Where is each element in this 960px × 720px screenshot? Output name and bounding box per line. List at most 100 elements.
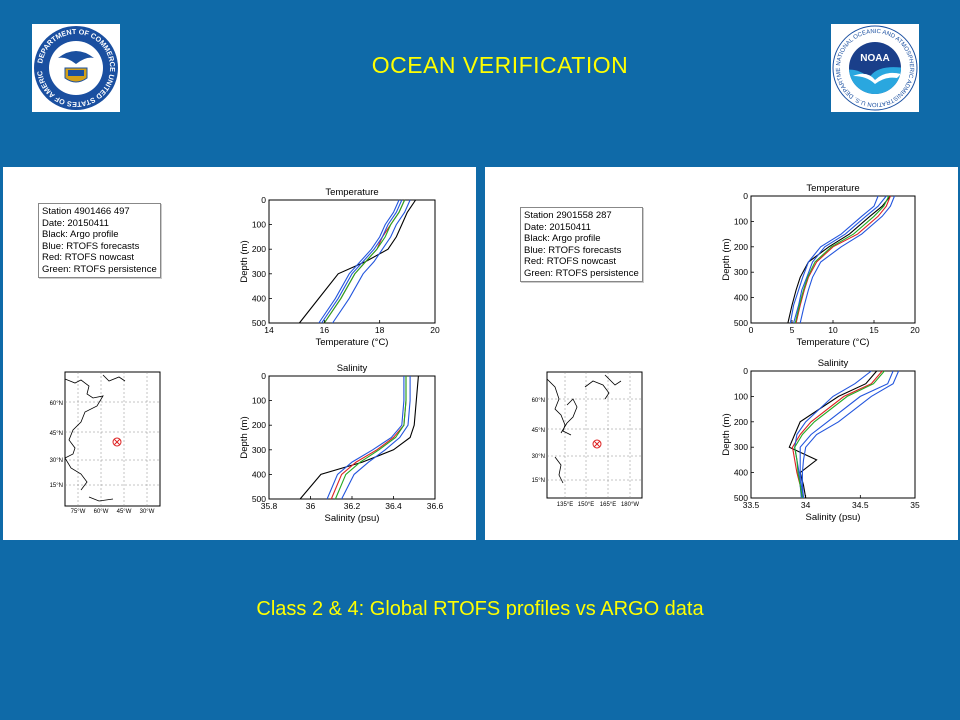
y-tick-label: 200 bbox=[252, 420, 266, 430]
y-tick-label: 400 bbox=[734, 468, 748, 478]
y-tick-label: 100 bbox=[734, 391, 748, 401]
legend-station: Station 2901558 287 bbox=[524, 210, 612, 221]
station-map: 60°N 45°N 30°N 15°N 75°W 60°W 45°W 30°W bbox=[50, 371, 161, 515]
legend-blue: Blue: RTOFS forecasts bbox=[524, 244, 622, 256]
series-line bbox=[321, 199, 403, 324]
map-lat-label: 45°N bbox=[532, 428, 545, 434]
y-tick-label: 500 bbox=[734, 318, 748, 328]
x-tick-label: 20 bbox=[910, 325, 920, 335]
map-lat-label: 30°N bbox=[50, 458, 63, 464]
series-line bbox=[298, 199, 417, 324]
y-tick-label: 400 bbox=[252, 293, 266, 303]
x-tick-label: 14 bbox=[264, 325, 274, 335]
y-tick-label: 300 bbox=[734, 267, 748, 277]
salinity-plot-left: 35.8 36 36.2 36.4 36.6 0 100 200 300 400 500 Salini… bbox=[239, 363, 444, 524]
x-axis-label: Salinity (psu) bbox=[325, 513, 380, 524]
legend-black: Black: Argo profile bbox=[42, 229, 119, 240]
series-line bbox=[793, 195, 887, 324]
salinity-plot-right: 33.5 34 34.5 35 0 100 200 300 400 500 Salinity Sali… bbox=[721, 358, 920, 523]
x-tick-label: 34 bbox=[801, 500, 811, 510]
y-tick-label: 200 bbox=[734, 417, 748, 427]
map-lon-label: 180°W bbox=[621, 502, 639, 508]
profile-panel-right: Station 2901558 287 Date: 20150411 Black… bbox=[485, 167, 958, 540]
y-tick-label: 100 bbox=[734, 216, 748, 226]
plot-title: Temperature bbox=[325, 187, 378, 198]
series-line bbox=[299, 375, 419, 500]
map-lon-label: 60°W bbox=[94, 509, 109, 515]
x-axis-label: Temperature (°C) bbox=[797, 337, 870, 348]
plot-title: Temperature bbox=[806, 183, 859, 194]
temperature-plot-left: 14 16 18 200100200300400500TemperatureTempe… bbox=[239, 187, 440, 348]
map-lat-label: 60°N bbox=[532, 398, 545, 404]
series-line bbox=[318, 199, 400, 324]
profile-panel-left: Station 4901466 497 Date: 20150411 Black… bbox=[3, 167, 476, 540]
legend-date: Date: 20150411 bbox=[524, 221, 591, 233]
y-tick-label: 0 bbox=[261, 195, 266, 205]
y-tick-label: 400 bbox=[252, 469, 266, 479]
y-axis-label: Depth (m) bbox=[239, 416, 250, 458]
slide-title: OCEAN VERIFICATION bbox=[371, 52, 629, 78]
x-tick-label: 18 bbox=[375, 325, 385, 335]
series-line bbox=[794, 370, 885, 499]
series-line bbox=[789, 195, 879, 324]
x-tick-label: 36.4 bbox=[385, 501, 402, 511]
legend-green: Green: RTOFS persistence bbox=[524, 267, 639, 279]
coastline bbox=[546, 374, 622, 484]
map-lon-label: 150°E bbox=[578, 502, 594, 508]
x-axis-label: Salinity (psu) bbox=[806, 512, 861, 523]
x-tick-label: 33.5 bbox=[743, 500, 760, 510]
legend-red: Red: RTOFS nowcast bbox=[42, 252, 135, 263]
y-tick-label: 0 bbox=[743, 366, 748, 376]
station-map: 60°N 45°N 30°N 15°N 135°E 150°E 165°E 18… bbox=[532, 371, 643, 508]
x-tick-label: 0 bbox=[749, 325, 754, 335]
series-line bbox=[332, 199, 411, 324]
x-tick-label: 10 bbox=[828, 325, 838, 335]
slide-caption: Class 2 & 4: Global RTOFS profiles vs AR… bbox=[256, 598, 704, 620]
y-tick-label: 200 bbox=[734, 242, 748, 252]
x-tick-label: 20 bbox=[430, 325, 440, 335]
plot-frame bbox=[268, 199, 436, 324]
y-tick-label: 300 bbox=[734, 442, 748, 452]
y-tick-label: 500 bbox=[252, 494, 266, 504]
series-line bbox=[323, 199, 406, 324]
x-tick-label: 35.8 bbox=[261, 501, 278, 511]
svg-text:NOAA: NOAA bbox=[860, 53, 889, 64]
y-tick-label: 500 bbox=[252, 318, 266, 328]
series-line bbox=[788, 370, 878, 499]
y-tick-label: 300 bbox=[252, 445, 266, 455]
series-line bbox=[341, 376, 411, 500]
x-tick-label: 35 bbox=[910, 500, 920, 510]
y-tick-label: 300 bbox=[252, 269, 266, 279]
y-tick-label: 400 bbox=[734, 293, 748, 303]
series-line bbox=[799, 195, 896, 324]
station-legend: Station 4901466 497 Date: 20150411 Black… bbox=[38, 203, 161, 278]
legend-red: Red: RTOFS nowcast bbox=[524, 256, 617, 267]
map-lat-label: 45°N bbox=[50, 431, 63, 437]
map-lat-label: 30°N bbox=[532, 454, 545, 460]
y-axis-label: Depth (m) bbox=[239, 240, 250, 282]
y-tick-label: 100 bbox=[252, 396, 266, 406]
map-lat-label: 15°N bbox=[532, 478, 545, 484]
map-lon-label: 45°W bbox=[117, 509, 132, 515]
temperature-plot-right: 0 5 10 15 200100200300400500TemperatureTempe… bbox=[721, 183, 920, 348]
y-tick-label: 100 bbox=[252, 220, 266, 230]
series-line bbox=[799, 370, 894, 499]
noaa-seal-icon: NATIONAL OCEANIC AND ATMOSPHERIC ADMINIS… bbox=[829, 20, 919, 112]
map-lon-label: 75°W bbox=[71, 509, 86, 515]
x-tick-label: 15 bbox=[869, 325, 879, 335]
map-lat-label: 60°N bbox=[50, 401, 63, 407]
series-line bbox=[801, 370, 900, 499]
map-lat-label: 15°N bbox=[50, 483, 63, 489]
station-marker-icon bbox=[112, 437, 122, 447]
legend-green: Green: RTOFS persistence bbox=[42, 263, 157, 275]
legend-black: Black: Argo profile bbox=[524, 233, 601, 244]
y-tick-label: 200 bbox=[252, 244, 266, 254]
y-axis-label: Depth (m) bbox=[721, 413, 732, 455]
x-tick-label: 5 bbox=[790, 325, 795, 335]
x-axis-label: Temperature (°C) bbox=[316, 337, 389, 348]
plot-title: Salinity bbox=[818, 358, 849, 369]
plot-frame bbox=[750, 370, 916, 499]
station-marker-icon bbox=[592, 439, 602, 449]
series-line bbox=[794, 195, 890, 324]
series-line bbox=[334, 376, 407, 500]
